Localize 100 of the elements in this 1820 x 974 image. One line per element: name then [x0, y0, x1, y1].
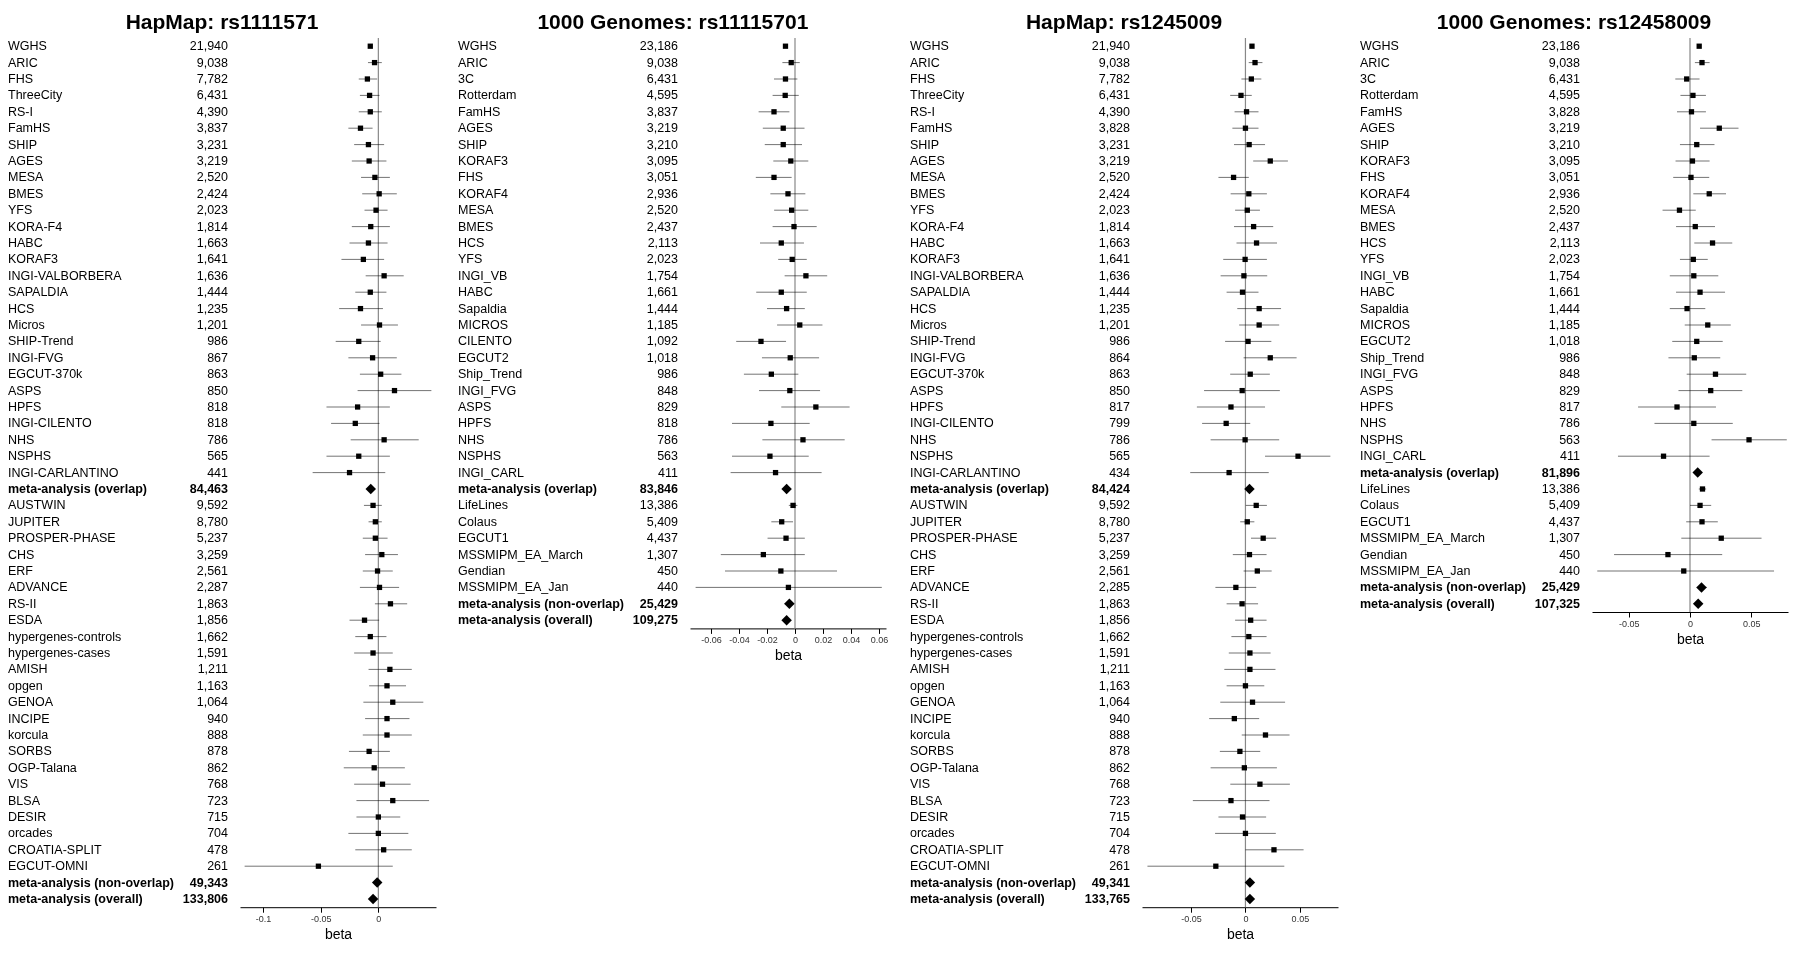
y-tick-label: ESDA: [910, 613, 945, 628]
y-tick-label: meta-analysis (overall): [8, 892, 143, 906]
y-tick-label: ERF: [910, 564, 936, 578]
y-tick-label: HCS: [8, 301, 35, 316]
y2-tick-label: 1,856: [196, 613, 229, 628]
y2-tick-label: 1,201: [196, 318, 229, 332]
y2-tick-label: 986: [207, 334, 229, 349]
y-tick-label: Rotterdam: [458, 88, 517, 103]
y-tick-label: 3C: [1360, 72, 1376, 86]
y2-tick-label: 2,023: [1098, 203, 1131, 218]
chart-title: 1000 Genomes: rs11115701: [537, 10, 809, 34]
y2-tick-label: 3,259: [196, 547, 229, 562]
y-tick-label: ARIC: [8, 55, 38, 70]
y2-tick-label: 21,940: [1091, 39, 1131, 54]
y2-tick-label: 715: [1109, 810, 1131, 824]
x-tick-label: 0: [792, 634, 799, 645]
y-tick-label: FamHS: [458, 104, 501, 119]
y-tick-label: NHS: [910, 432, 937, 447]
y2-tick-label: 1,163: [196, 678, 229, 693]
y2-tick-label: 1,307: [1548, 531, 1581, 546]
y2-tick-label: 862: [207, 760, 229, 775]
y2-tick-label: 1,185: [1548, 318, 1581, 332]
y-tick-label: INGI_VB: [1360, 268, 1410, 283]
y-tick-label: meta-analysis (overall): [910, 892, 1045, 906]
y2-tick-label: 2,023: [646, 252, 679, 267]
y2-tick-label: 3,231: [196, 137, 229, 152]
x-tick-label: -0.04: [729, 634, 750, 645]
y-tick-label: ADVANCE: [8, 580, 68, 595]
y2-tick-label: 2,520: [1098, 170, 1131, 185]
y-tick-label: hypergenes-controls: [910, 629, 1024, 644]
y-tick-label: Micros: [8, 318, 45, 332]
y-tick-label: orcades: [8, 826, 53, 841]
y2-tick-label: 440: [657, 580, 679, 595]
y-tick-label: NHS: [8, 432, 35, 447]
y2-tick-label: 23,186: [639, 39, 679, 54]
y-tick-label: NSPHS: [910, 449, 954, 464]
x-tick-label: 0: [1687, 618, 1694, 629]
y2-tick-label: 9,038: [1548, 55, 1581, 70]
x-axis-title: beta: [1226, 925, 1255, 942]
y-tick-label: LifeLines: [458, 498, 509, 513]
y2-tick-label: 1,235: [196, 301, 229, 316]
y-tick-label: SHIP: [1360, 137, 1390, 152]
y-tick-label: HPFS: [1360, 400, 1394, 414]
y-tick-label: RS-II: [910, 596, 939, 611]
y2-tick-label: 986: [1109, 334, 1131, 349]
y-tick-label: hypergenes-cases: [910, 646, 1013, 660]
y2-tick-label: 1,444: [1548, 301, 1581, 316]
y-tick-label: KORAF3: [910, 252, 961, 267]
y-tick-label: AGES: [1360, 121, 1395, 136]
y2-tick-label: 3,259: [1098, 547, 1131, 562]
y2-tick-label: 2,520: [1548, 203, 1581, 218]
y2-tick-label: 84,463: [189, 482, 229, 496]
y2-tick-label: 81,896: [1541, 465, 1581, 480]
y2-tick-label: 1,754: [646, 268, 679, 283]
y2-tick-label: 1,814: [196, 219, 229, 234]
y-tick-label: FamHS: [1360, 104, 1403, 119]
y-tick-label: RS-I: [8, 104, 33, 119]
y2-tick-label: 3,210: [646, 137, 679, 152]
y-tick-label: meta-analysis (non-overlap): [458, 596, 625, 611]
y2-tick-label: 2,520: [646, 203, 679, 218]
y-tick-label: KORAF3: [1360, 154, 1411, 168]
y-tick-label: HCS: [1360, 236, 1387, 250]
y-tick-label: AUSTWIN: [910, 498, 968, 513]
y-tick-label: hypergenes-cases: [8, 646, 111, 660]
y2-tick-label: 434: [1109, 465, 1131, 480]
y2-tick-label: 818: [657, 416, 679, 431]
y2-tick-label: 768: [1109, 777, 1131, 792]
x-tick-label: -0.05: [1618, 618, 1640, 629]
y2-tick-label: 1,641: [196, 252, 229, 267]
y-tick-label: BMES: [1360, 219, 1396, 234]
y-tick-label: INGI-FVG: [8, 350, 64, 365]
y-tick-label: WGHS: [458, 39, 497, 54]
y2-tick-label: 25,429: [639, 596, 679, 611]
y-tick-label: OGP-Talana: [910, 760, 979, 775]
y-tick-label: KORA-F4: [910, 219, 965, 234]
y2-tick-label: 13,386: [639, 498, 679, 513]
y2-tick-label: 1,863: [196, 596, 229, 611]
y2-tick-label: 4,595: [1548, 88, 1581, 103]
y2-tick-label: 7,782: [196, 72, 229, 86]
y-tick-label: JUPITER: [910, 514, 963, 529]
y2-tick-label: 1,863: [1098, 596, 1131, 611]
y2-tick-label: 9,592: [196, 498, 229, 513]
y-tick-label: NSPHS: [1360, 432, 1404, 447]
y-tick-label: GENOA: [910, 695, 956, 710]
y2-tick-label: 261: [1109, 859, 1131, 874]
y2-tick-label: 1,663: [196, 236, 229, 250]
y-tick-label: NHS: [1360, 416, 1387, 431]
y2-tick-label: 25,429: [1541, 580, 1581, 595]
y-tick-label: FHS: [458, 170, 483, 185]
y2-tick-label: 3,219: [1098, 154, 1131, 168]
y-tick-label: INGI_FVG: [458, 383, 517, 398]
y2-tick-label: 863: [207, 367, 229, 382]
y-tick-label: Sapaldia: [1360, 301, 1409, 316]
y2-tick-label: 9,038: [1098, 55, 1131, 70]
y2-tick-label: 2,561: [196, 564, 229, 578]
y-tick-label: JUPITER: [8, 514, 61, 529]
y-tick-label: opgen: [8, 678, 43, 693]
y2-tick-label: 1,064: [196, 695, 229, 710]
y-tick-label: FamHS: [910, 121, 953, 136]
y2-tick-label: 867: [207, 350, 229, 365]
